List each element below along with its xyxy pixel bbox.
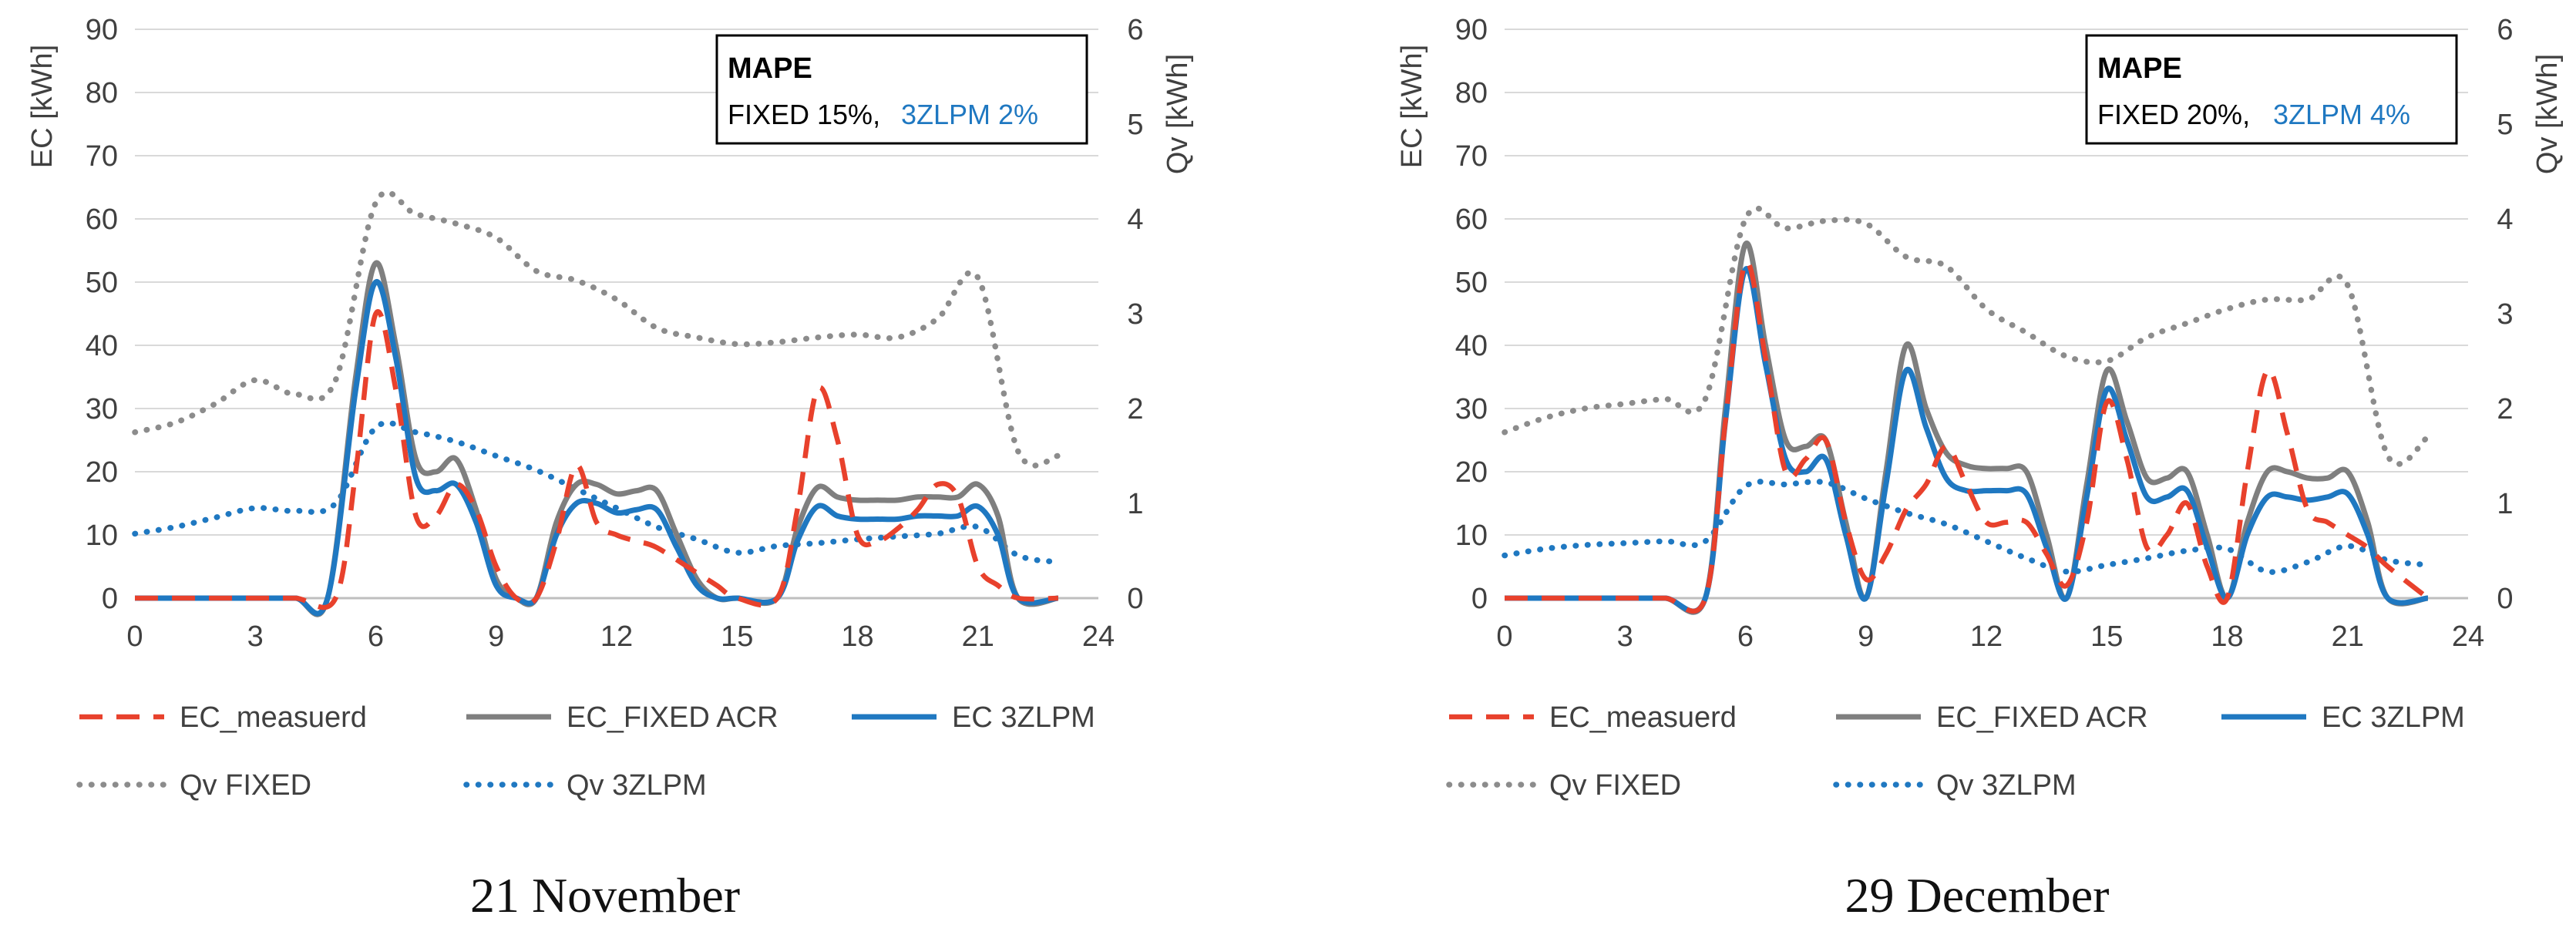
y-left-tick-label: 0: [102, 583, 118, 615]
y-right-tick-label: 6: [1127, 14, 1143, 46]
caption-29-december: 29 December: [1845, 868, 2110, 923]
series-line-ec-measuerd: [1504, 259, 2430, 614]
mape-title: MAPE: [2097, 52, 2182, 85]
series-line-ec-measuerd: [134, 309, 1058, 610]
x-tick-label: 6: [1737, 620, 1754, 653]
y-left-tick-label: 80: [86, 77, 118, 109]
caption-21-november: 21 November: [469, 868, 741, 923]
series-line-qv-fixed: [1502, 205, 2431, 467]
x-tick-label: 24: [1082, 620, 1115, 653]
series-line-qv-fixed: [132, 189, 1061, 469]
series-line-ec-fixed-acr: [134, 260, 1059, 617]
mape-annotation-box: [715, 34, 1088, 145]
legend-label-ec-fixed-acr: EC_FIXED ACR: [567, 701, 779, 734]
legend-label-ec-measuerd: EC_measuerd: [180, 701, 367, 734]
y-right-tick-label: 3: [2497, 298, 2513, 331]
y-right-tick-label: 5: [2497, 109, 2513, 141]
x-tick-label: 12: [600, 620, 633, 653]
x-tick-label: 15: [721, 620, 753, 653]
chart-legend: EC_measuerd EC_FIXED ACR EC 3ZLPM Qv FIXED Q…: [1446, 701, 2465, 802]
y-left-tick-label: 50: [86, 267, 118, 299]
mape-3zlpm-value: 3ZLPM 2%: [901, 99, 1038, 130]
y-left-axis-title: EC [kWh]: [1396, 45, 1428, 168]
y-left-tick-label: 30: [1455, 393, 1488, 425]
y-right-axis-title: Qv [kWh]: [2531, 54, 2564, 174]
y-right-tick-label: 2: [1127, 393, 1143, 425]
legend-label-qv-fixed: Qv FIXED: [180, 769, 311, 802]
y-left-tick-label: 90: [1455, 14, 1488, 46]
series-line-ec-3zlpm: [1504, 266, 2429, 614]
x-tick-label: 0: [1496, 620, 1512, 653]
x-tick-label: 9: [1858, 620, 1874, 653]
x-tick-label: 9: [488, 620, 504, 653]
y-left-axis-title: EC [kWh]: [26, 45, 59, 168]
mape-annotation-box: [2085, 34, 2458, 145]
mape-3zlpm-value: 3ZLPM 4%: [2273, 99, 2410, 130]
x-tick-label: 21: [2332, 620, 2364, 653]
legend-label-qv-3zlpm: Qv 3ZLPM: [1936, 769, 2077, 802]
y-right-tick-label: 3: [1127, 298, 1143, 331]
y-right-tick-label: 1: [2497, 488, 2513, 520]
legend-label-ec-fixed-acr: EC_FIXED ACR: [1936, 701, 2148, 734]
y-right-tick-label: 4: [1127, 203, 1143, 236]
x-tick-label: 3: [1617, 620, 1633, 653]
legend-label-ec-measuerd: EC_measuerd: [1549, 701, 1737, 734]
y-right-tick-label: 4: [2497, 203, 2513, 236]
legend-label-qv-3zlpm: Qv 3ZLPM: [567, 769, 707, 802]
y-left-tick-label: 60: [86, 203, 118, 236]
y-left-tick-label: 70: [86, 140, 118, 173]
y-left-tick-label: 10: [86, 520, 118, 552]
y-left-tick-label: 40: [1455, 330, 1488, 362]
y-left-tick-label: 30: [86, 393, 118, 425]
mape-fixed-value: FIXED 20%,: [2097, 99, 2250, 130]
y-left-tick-label: 70: [1455, 140, 1488, 173]
series-line-qv-3zlpm: [132, 419, 1061, 566]
chart-legend: EC_measuerd EC_FIXED ACR EC 3ZLPM Qv FIXED Q…: [76, 701, 1095, 802]
y-left-tick-label: 10: [1455, 520, 1488, 552]
y-right-tick-label: 0: [1127, 583, 1143, 615]
x-tick-label: 18: [841, 620, 873, 653]
y-left-tick-label: 80: [1455, 77, 1488, 109]
x-tick-label: 15: [2090, 620, 2123, 653]
x-tick-label: 3: [247, 620, 264, 653]
series-line-ec-3zlpm: [134, 279, 1059, 617]
y-left-tick-label: 40: [86, 330, 118, 362]
legend-label-ec-3zlpm: EC 3ZLPM: [952, 701, 1095, 734]
mape-fixed-value: FIXED 15%,: [728, 99, 880, 130]
mape-title: MAPE: [728, 52, 812, 85]
x-tick-label: 18: [2211, 620, 2243, 653]
y-left-tick-label: 20: [86, 456, 118, 489]
y-left-tick-label: 0: [1471, 583, 1488, 615]
x-tick-label: 6: [368, 620, 384, 653]
y-left-tick-label: 90: [86, 14, 118, 46]
y-left-tick-label: 20: [1455, 456, 1488, 489]
y-left-tick-label: 60: [1455, 203, 1488, 236]
x-tick-label: 12: [1970, 620, 2003, 653]
y-right-tick-label: 2: [2497, 393, 2513, 425]
legend-label-qv-fixed: Qv FIXED: [1549, 769, 1681, 802]
x-tick-label: 21: [962, 620, 994, 653]
x-tick-label: 24: [2452, 620, 2484, 653]
x-tick-label: 0: [126, 620, 143, 653]
y-right-axis-title: Qv [kWh]: [1162, 54, 1194, 174]
y-right-tick-label: 5: [1127, 109, 1143, 141]
y-left-tick-label: 50: [1455, 267, 1488, 299]
y-right-tick-label: 0: [2497, 583, 2513, 615]
y-right-tick-label: 1: [1127, 488, 1143, 520]
legend-label-ec-3zlpm: EC 3ZLPM: [2322, 701, 2465, 734]
y-right-tick-label: 6: [2497, 14, 2513, 46]
